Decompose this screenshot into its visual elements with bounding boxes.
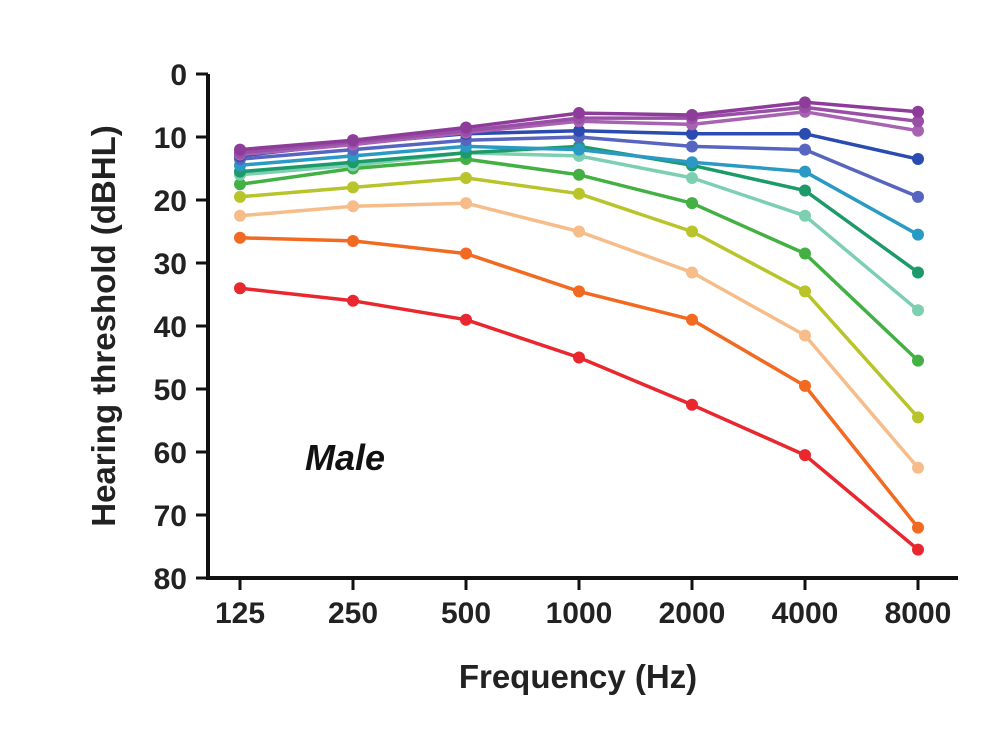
data-point [573,143,585,156]
data-point [912,190,924,203]
data-point [799,127,811,140]
data-point [347,134,359,147]
series-line [239,236,920,529]
data-point [799,96,811,109]
annotation-male: Male [305,437,385,478]
y-tick-label: 30 [154,248,187,281]
data-point [686,197,698,210]
series-11 [234,197,924,474]
data-point [686,225,698,238]
data-point [347,181,359,194]
data-point [460,121,472,134]
data-point [234,231,246,244]
series-line [239,286,920,551]
y-tick-label: 60 [154,437,187,470]
data-point [799,184,811,197]
series-9 [234,153,924,367]
data-point [347,234,359,247]
y-tick-label: 20 [154,185,187,218]
data-point [799,449,811,462]
x-tick-label: 250 [328,597,378,630]
data-point [799,379,811,392]
data-point [460,313,472,326]
y-tick-label: 10 [154,122,187,155]
series-13 [234,282,924,556]
data-point [460,197,472,210]
data-point [799,285,811,298]
data-point [912,354,924,367]
data-point [573,168,585,181]
data-point [686,140,698,153]
data-point [799,165,811,178]
series-line [239,176,920,419]
data-point [686,108,698,121]
y-ticks: 0 10 20 30 40 50 60 70 80 [154,59,208,596]
series-12 [234,231,924,534]
data-point [686,171,698,184]
y-tick-label: 70 [154,500,187,533]
x-tick-label: 2000 [659,597,726,630]
data-point [234,178,246,191]
data-point [573,225,585,238]
series-layer [234,96,924,556]
data-point [234,143,246,156]
data-point [234,190,246,203]
data-point [573,351,585,364]
data-point [912,521,924,534]
data-point [912,153,924,166]
series-1 [234,96,924,156]
data-point [573,124,585,137]
data-point [573,285,585,298]
data-point [234,282,246,295]
x-axis-title: Frequency (Hz) [459,658,697,695]
series-10 [234,171,924,424]
data-point [912,411,924,424]
data-point [912,266,924,279]
data-point [686,156,698,169]
data-point [912,543,924,556]
data-point [799,329,811,342]
data-point [460,247,472,260]
x-tick-label: 8000 [885,597,952,630]
data-point [686,398,698,411]
y-tick-label: 50 [154,374,187,407]
data-point [912,105,924,118]
data-point [686,313,698,326]
data-point [573,187,585,200]
data-point [686,266,698,279]
data-point [347,200,359,213]
data-point [573,107,585,120]
series-line [239,201,920,469]
data-point [912,124,924,137]
x-tick-label: 4000 [772,597,839,630]
data-point [347,294,359,307]
data-point [799,209,811,222]
data-point [234,209,246,222]
data-point [799,247,811,260]
x-tick-label: 1000 [546,597,613,630]
data-point [912,115,924,128]
x-ticks: 125 250 500 1000 2000 4000 8000 [215,578,951,630]
y-axis-title: Hearing threshold (dBHL) [85,125,122,527]
y-tick-label: 40 [154,311,187,344]
series-6 [234,140,924,241]
x-tick-label: 125 [215,597,265,630]
data-point [460,171,472,184]
data-point [686,127,698,140]
data-point [912,304,924,317]
x-tick-label: 500 [441,597,491,630]
data-point [799,143,811,156]
data-point [912,461,924,474]
y-tick-label: 0 [170,59,187,92]
y-tick-label: 80 [154,563,187,596]
data-point [912,228,924,241]
